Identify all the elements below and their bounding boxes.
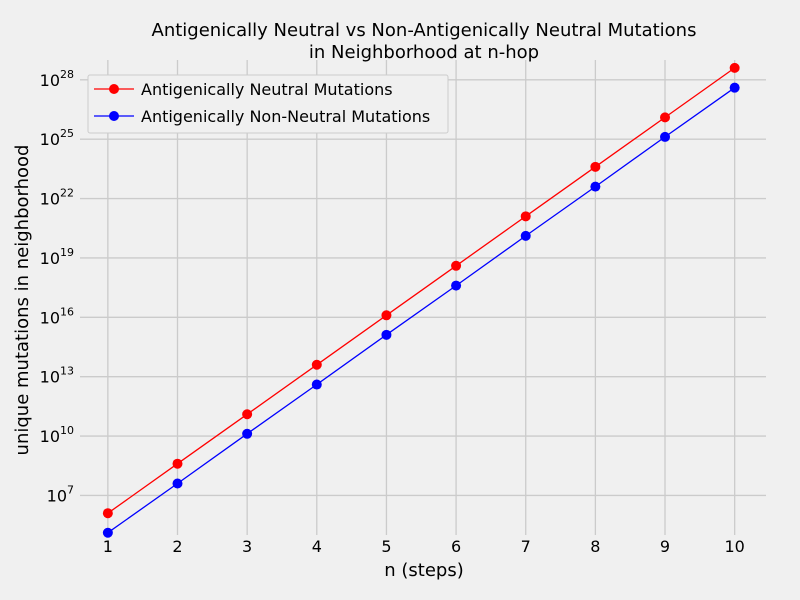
series-layer [102,62,740,538]
data-point-series-1 [590,181,601,192]
chart-title-line-1: Antigenically Neutral vs Non-Antigenical… [152,20,697,41]
data-point-series-0 [729,62,740,73]
y-tick-label: 1019 [40,246,74,268]
series-line-1 [107,87,736,534]
data-point-series-1 [242,428,253,439]
data-point-series-0 [172,458,183,469]
series-line-0 [107,67,736,514]
x-tick-label: 8 [590,537,600,556]
data-point-series-0 [520,211,531,222]
x-tick-label: 6 [451,537,461,556]
y-tick-label: 1010 [40,424,74,446]
data-point-series-0 [451,260,462,271]
data-point-series-0 [590,161,601,172]
legend-label-non-neutral: Antigenically Non-Neutral Mutations [141,107,430,126]
y-tick-label: 1022 [40,187,74,209]
legend-marker-neutral [109,84,119,94]
y-tick-label: 1013 [40,365,74,387]
x-tick-label: 3 [242,537,252,556]
y-tick-label: 1016 [40,305,74,327]
x-tick-label: 1 [103,537,113,556]
data-point-series-0 [311,359,322,370]
x-tick-label: 5 [381,537,391,556]
y-tick-label: 1028 [40,68,74,90]
x-tick-label: 9 [660,537,670,556]
data-point-series-0 [102,508,113,519]
data-point-series-0 [381,310,392,321]
legend-label-neutral: Antigenically Neutral Mutations [141,80,393,99]
data-point-series-1 [311,379,322,390]
legend-marker-non-neutral [109,111,119,121]
data-point-series-1 [381,329,392,340]
data-point-series-1 [660,131,671,142]
x-tick-label: 2 [172,537,182,556]
legend: Antigenically Neutral Mutations Antigeni… [87,74,449,134]
legend-box [87,74,449,134]
data-point-series-1 [729,82,740,93]
data-point-series-1 [102,527,113,538]
x-tick-label: 7 [521,537,531,556]
y-tick-label: 1025 [40,127,74,149]
x-axis-label: n (steps) [384,560,464,581]
y-axis-label: unique mutations in neighborhood [12,145,33,456]
data-point-series-0 [242,409,253,420]
x-tick-label: 10 [724,537,744,556]
tick-layer: 1 2 3 4 5 6 7 8 9 10 107 1010 1013 1016 1019 1022 1025 10… [40,68,745,556]
data-point-series-0 [660,112,671,123]
y-tick-label: 107 [47,483,74,505]
x-tick-label: 4 [312,537,322,556]
chart-title-line-2: in Neighborhood at n-hop [309,42,539,63]
grid-layer [80,60,766,535]
data-point-series-1 [172,478,183,489]
data-point-series-1 [451,280,462,291]
data-point-series-1 [520,230,531,241]
